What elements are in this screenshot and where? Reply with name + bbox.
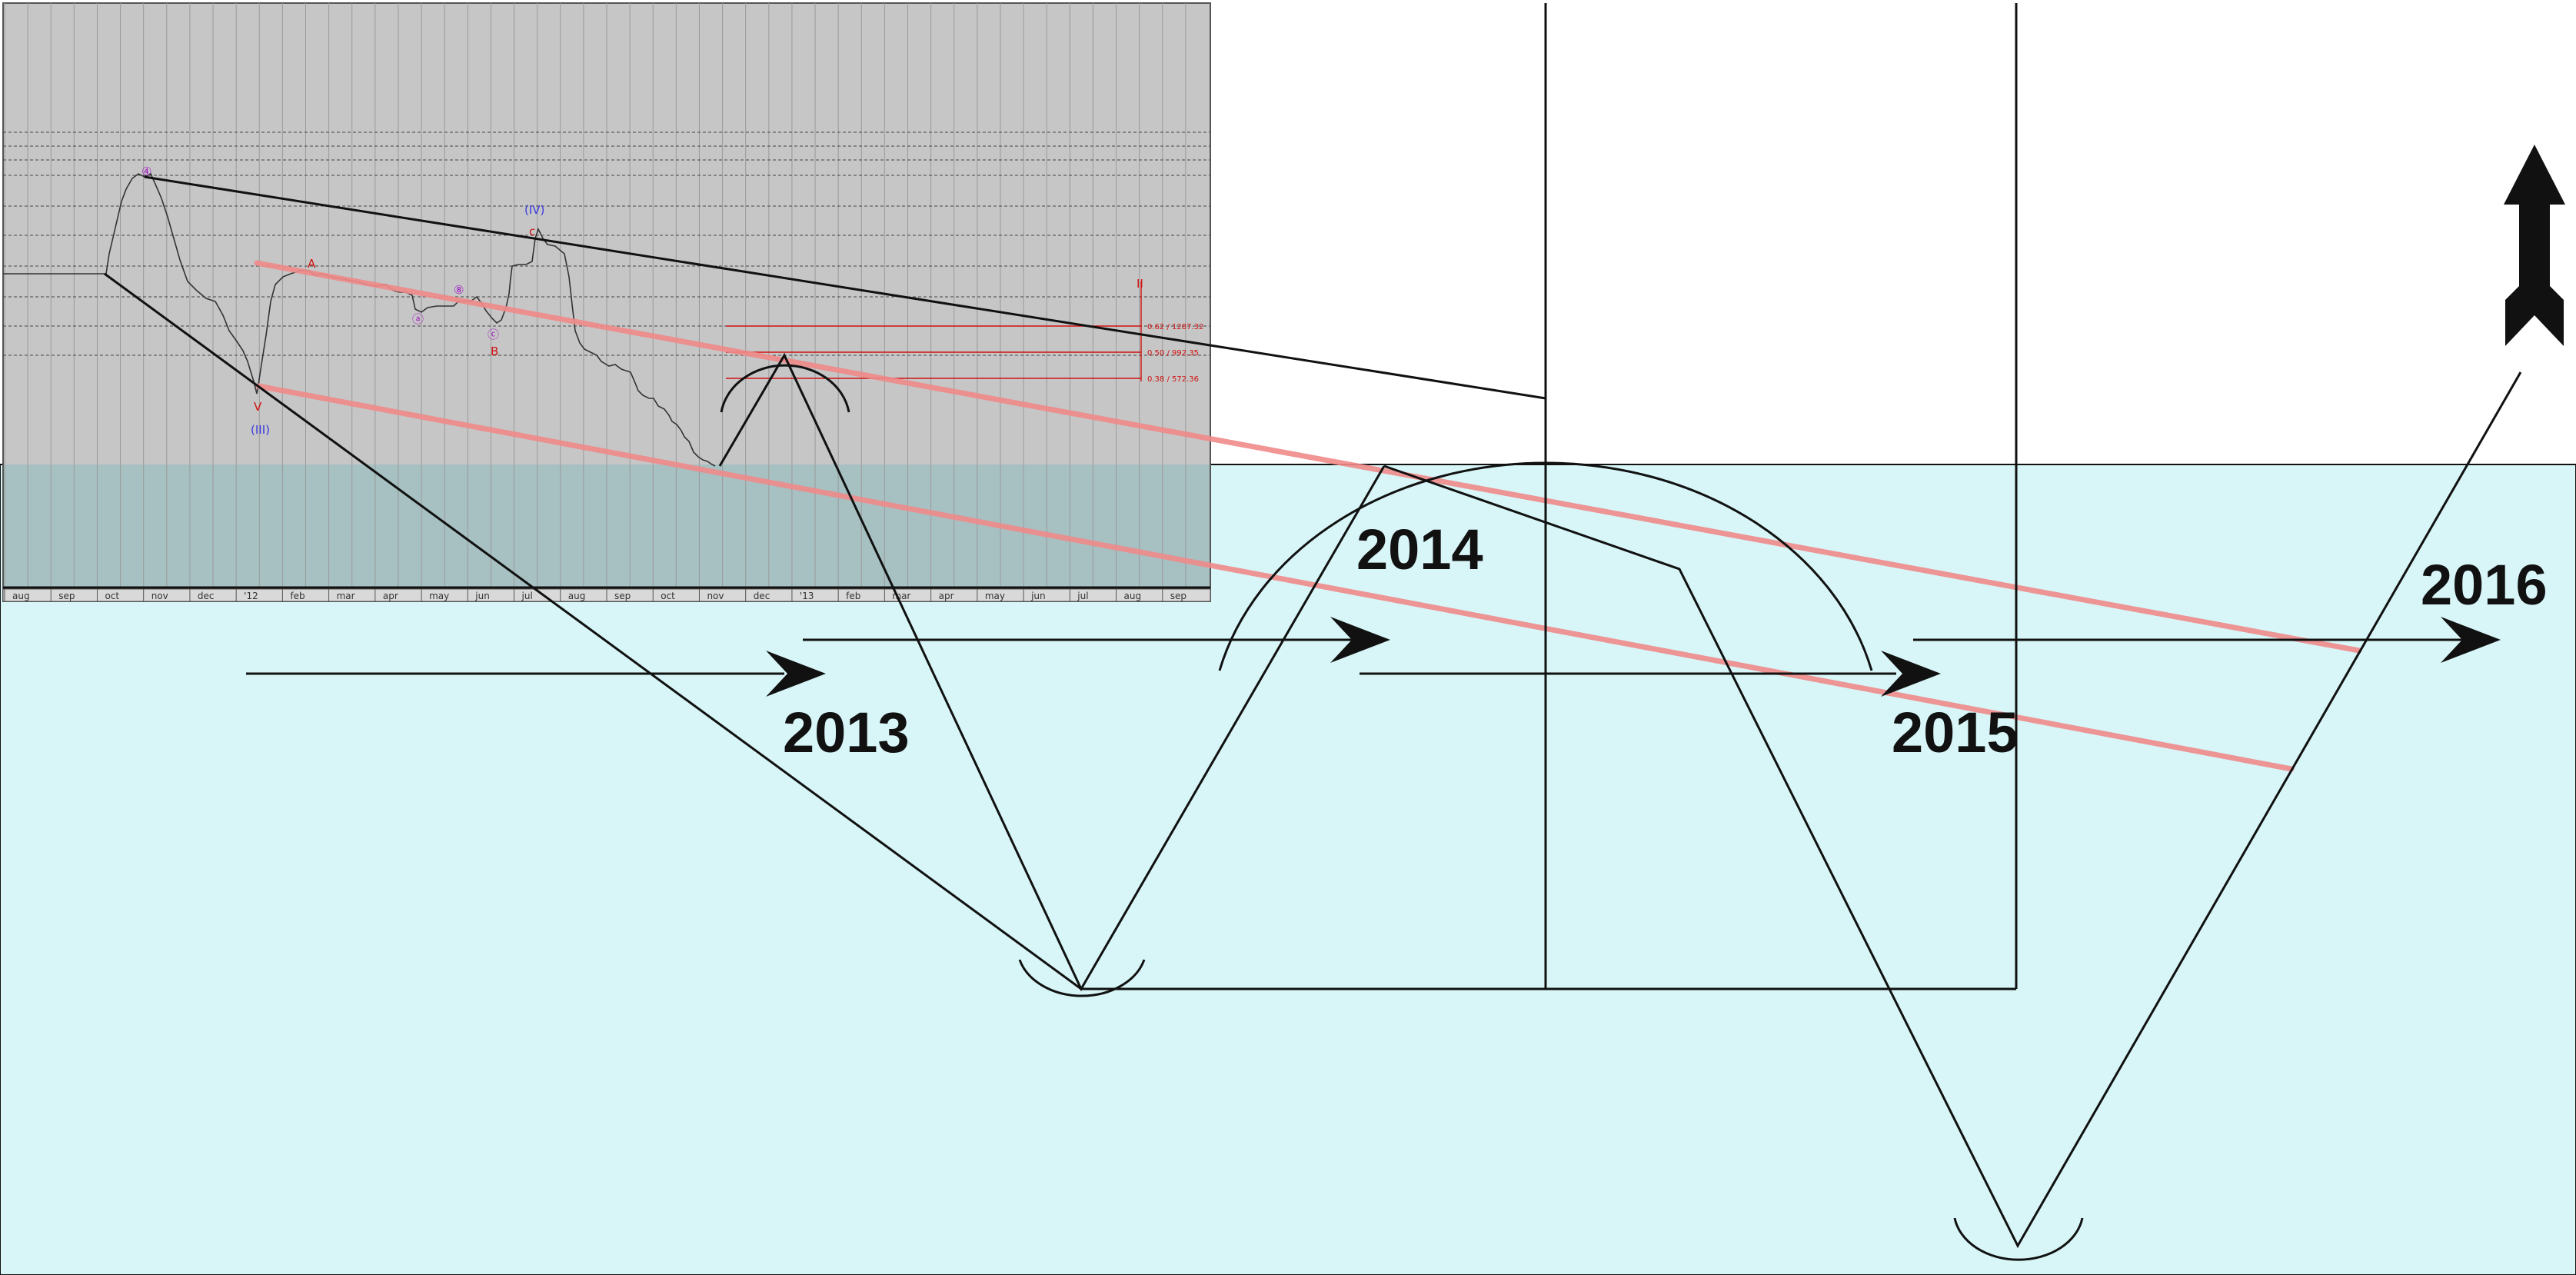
month-tick-label: dec [198,591,215,601]
wave-label-a: A [308,257,316,271]
month-tick-label: may [985,591,1005,601]
fib-label-038: 0.38 / 572.36 [1147,375,1199,384]
fib-label-050: 0.50 / 992.35 [1147,349,1199,358]
month-tick-label: nov [151,591,168,601]
price-series-line [3,172,716,467]
arrows [246,617,2501,697]
trend-channel-lower [255,383,2295,772]
wave-label-iii: (III) [251,423,270,437]
arc-bottom-2013 [1018,959,1146,997]
month-tick-label: sep [1170,591,1186,601]
wave-label-4: ④ [141,165,151,178]
month-tick-label: sep [614,591,631,601]
month-tick-label: '13 [800,591,814,601]
wave-label-a-circle: ⓐ [412,312,424,326]
zigzag-2013 [718,352,1386,992]
month-tick-label: aug [568,591,586,601]
wave-label-c-upper: c [529,225,535,238]
year-label-2014: 2014 [1356,518,1483,581]
right-arrow-icon [1881,651,1941,697]
month-tick-label: jun [474,591,490,601]
year-label-2016: 2016 [2421,553,2548,617]
arc-bottom-2015 [1953,1217,2084,1261]
zigzag-2014 [1383,371,2522,1249]
month-tick-label: aug [12,591,30,601]
month-tick-label: jul [1077,591,1088,601]
month-tick-label: '12 [244,591,258,601]
wave-label-b-circle: ⑧ [454,283,464,297]
wave-label-b: B [491,345,498,358]
month-tick-label: jun [1030,591,1046,601]
month-tick-label: may [429,591,449,601]
month-tick-label: apr [939,591,954,601]
month-tick-label: feb [290,591,305,601]
wave-label-ii: II [1137,277,1143,291]
month-tick-label: aug [1124,591,1142,601]
month-tick-label: jul [521,591,533,601]
chart-panel: aug sep oct nov dec '12 feb mar apr may jun jul aug s… [2,2,1211,602]
upper-resistance-line [144,175,1546,400]
fib-label-062: 0.62 / 1287.32 [1147,323,1203,331]
wave-label-c-circle: ⓒ [488,328,499,341]
month-tick-label: nov [707,591,724,601]
trend-channel [254,260,2362,772]
month-tick-label: apr [383,591,398,601]
month-tick-label: oct [661,591,675,601]
wave-label-iv: (IV) [524,203,544,217]
projection-drawing [104,3,2522,1261]
year-label-2015: 2015 [1892,701,2019,764]
month-axis: aug sep oct nov dec '12 feb mar apr may jun jul aug s… [4,589,1186,601]
right-arrow-icon [1330,617,1390,663]
wave-label-v: V [254,400,262,414]
trend-channel-upper [254,260,2362,654]
arc-top-2013 [720,364,850,413]
right-arrow-icon [766,651,826,697]
year-label-2013: 2013 [783,701,910,764]
month-tick-label: mar [337,591,355,601]
lower-support-line [104,272,1082,990]
arc-top-2014 [1218,461,1873,671]
month-tick-label: oct [105,591,119,601]
month-tick-label: dec [754,591,770,601]
month-tick-label: sep [58,591,75,601]
right-arrow-icon [2441,617,2501,663]
panel-grid [4,3,1186,589]
up-arrow-icon [2504,145,2565,346]
month-tick-label: feb [846,591,860,601]
